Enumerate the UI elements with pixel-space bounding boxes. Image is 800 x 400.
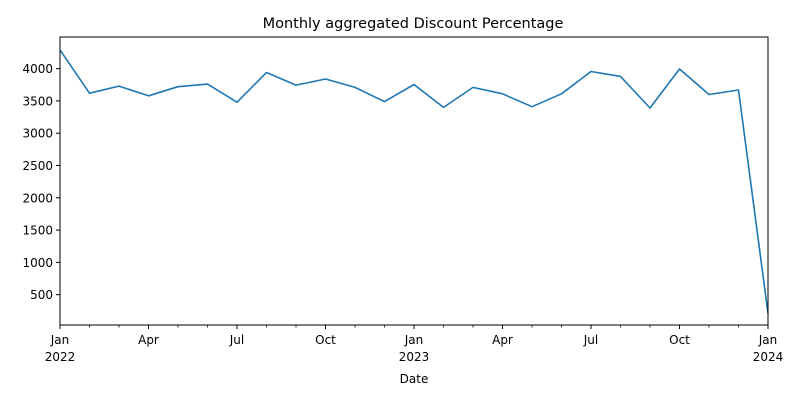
x-tick-label: Apr	[138, 333, 159, 347]
x-tick-label: Oct	[669, 333, 690, 347]
y-axis: 500 1000 1500 2000 2500 3000 3500 4000	[22, 62, 60, 302]
x-tick-year-label: 2022	[45, 350, 76, 364]
x-axis-title: Date	[400, 372, 429, 386]
y-tick-label: 2000	[22, 191, 53, 205]
y-tick-label: 3000	[22, 127, 53, 141]
x-tick-label: Apr	[492, 333, 513, 347]
x-tick-label: Jul	[229, 333, 244, 347]
series-layer	[59, 49, 769, 314]
x-tick-label: Oct	[315, 333, 336, 347]
x-tick-label: Jan	[50, 333, 70, 347]
x-tick-year-label: 2024	[753, 350, 784, 364]
plot-frame	[59, 36, 769, 326]
y-tick-label: 1000	[22, 256, 53, 270]
chart-title: Monthly aggregated Discount Percentage	[263, 16, 564, 32]
y-tick-label: 1500	[22, 224, 53, 238]
x-axis: Jan 2022 Apr Jul Oct Jan 2023 Apr Jul Oct Jan 2024	[45, 325, 784, 364]
y-tick-label: 2500	[22, 159, 53, 173]
y-tick-label: 4000	[22, 62, 53, 76]
x-tick-year-label: 2023	[399, 350, 430, 364]
series-line	[59, 49, 769, 314]
x-tick-label: Jan	[758, 333, 778, 347]
y-tick-label: 500	[30, 288, 53, 302]
y-tick-label: 3500	[22, 94, 53, 108]
x-tick-label: Jan	[404, 333, 424, 347]
x-tick-label: Jul	[583, 333, 598, 347]
